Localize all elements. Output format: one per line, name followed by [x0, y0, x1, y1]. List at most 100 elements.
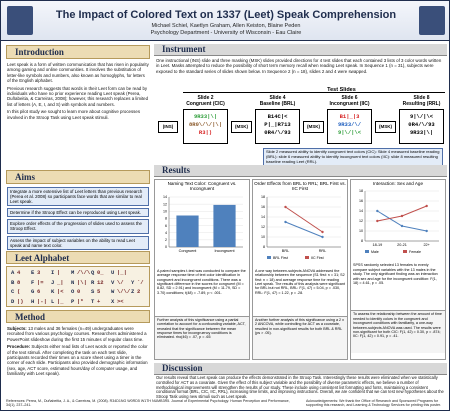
legend-swatch [403, 250, 407, 254]
section-heading: Results [154, 165, 447, 177]
chart: 8 10 12 14 16 18 BRL RRL BRL First IIC First [261, 195, 341, 260]
point [400, 225, 404, 228]
series-line [377, 205, 427, 222]
letter: O [71, 288, 75, 295]
result-caption: Further analysis of this significance us… [155, 315, 249, 359]
slide-box: B14C|< P|_|R713 0R4/\/93 [255, 109, 300, 144]
x-tick-label: RRL [319, 249, 327, 253]
letter: M [71, 269, 75, 276]
leet-symbol: 6 [37, 288, 41, 295]
leet-word: 9R33|\| [409, 129, 434, 136]
letter: Q [91, 269, 95, 276]
paragraph: Procedure: Subjects either read lists of… [7, 344, 149, 376]
letter: R [91, 278, 95, 286]
leet-symbol: + [97, 297, 101, 305]
y-tick-label: 4 [165, 231, 167, 235]
y-tick-label: 12 [163, 202, 167, 206]
slide-subtitle: Resulting (RRL) [402, 101, 441, 107]
series-line [285, 221, 323, 238]
bar [213, 204, 236, 247]
leet-symbol: |= [37, 278, 44, 286]
affiliation: Psychology Department - University of Wi… [150, 30, 302, 36]
legend-label: Female [409, 250, 421, 254]
chart-title: Order Effects from BRL to RRL; BRL First… [254, 181, 346, 192]
aim-item: Explore order effects of the progression… [7, 219, 149, 234]
letter: C [11, 288, 15, 295]
letter: Z [131, 288, 135, 295]
chart-title: Interaction: Sex and Age [372, 181, 424, 186]
letter: W [111, 288, 115, 295]
letter: T [91, 297, 95, 305]
letter: H [31, 297, 35, 305]
msk-box: (MSK) [303, 121, 324, 133]
paragraph: In this pilot study we sought to learn m… [7, 109, 141, 120]
bracket [183, 92, 445, 93]
paragraph-text: 13 males and 36 females (n=49) undergrad… [7, 326, 147, 342]
letter: E [31, 269, 35, 276]
leet-symbol: 2 [137, 288, 141, 295]
leet-symbol: 0 [77, 288, 81, 295]
section-heading: Method [6, 310, 150, 323]
y-tick-label: 10 [261, 235, 265, 239]
leet-symbol: |* [77, 297, 84, 305]
leet-symbol: 4 [17, 269, 21, 276]
bar [176, 215, 199, 247]
chart-title: Naming Text Color: Congruent vs. Incongr… [167, 181, 237, 192]
leet-word: 9R33|\| [193, 113, 218, 120]
leet-symbol: /\/\ [77, 269, 91, 276]
letter: Y [131, 278, 135, 286]
leet-word: 9R33/\/ [337, 121, 362, 128]
slide-title: Slide 2 [197, 95, 214, 101]
y-tick-label: 2 [165, 238, 167, 242]
legend-label: Male [371, 250, 379, 254]
leet-symbol: 8 [17, 278, 21, 286]
aim-item: Integrate a more extensive list of Leet … [7, 187, 149, 207]
title-bar [1, 1, 449, 41]
references: References: Perea, M., Duñabeitia, J. A.… [6, 399, 290, 408]
leet-symbol: |) [17, 297, 24, 305]
result-caption: A one way between-subjects ANOVA address… [255, 268, 345, 295]
y-tick-label: 16 [359, 200, 363, 204]
leet-symbol: _| [57, 278, 64, 286]
y-tick-label: 14 [163, 195, 167, 199]
point [284, 205, 287, 209]
leet-symbol: |_| [117, 269, 127, 276]
leet-word: P|_|R713 [264, 121, 291, 128]
section-heading: Aims [6, 170, 150, 184]
slide-box: 9R33|\| 8R0\/\/|\| R3|) [183, 109, 228, 144]
letter: I [51, 269, 55, 276]
paragraph: Previous research suggests that words in… [7, 85, 149, 107]
intro-body: Leet speak is a form of written communic… [7, 62, 149, 122]
instrument-caption: Slide 2 measured ability to identify con… [263, 148, 443, 167]
x-tick-label: Incongruent [214, 249, 235, 253]
leet-word: R3|) [198, 129, 213, 136]
paragraph: Leet speak is a form of written communic… [7, 62, 149, 83]
slide-title: Slide 4 [269, 95, 286, 101]
result-panel: Interaction: Sex and Age 8 10 12 14 16 18 18-19… [350, 179, 446, 360]
leet-symbol: 0_ [97, 269, 104, 276]
logo-left [7, 6, 33, 35]
result-caption: Another further analysis of this signifi… [253, 315, 347, 359]
logo-right [419, 6, 445, 35]
x-tick-label: 20-21 [397, 243, 407, 247]
result-caption: SPSS randomly selected 13 females to eve… [353, 263, 438, 286]
slide-subtitle: Baseline (BRL) [259, 101, 296, 107]
y-tick-label: 8 [263, 245, 265, 249]
leet-symbol: ( [17, 288, 21, 295]
leet-symbol: `/ [137, 278, 144, 286]
leet-word: 9|\/|\< [409, 113, 434, 120]
y-tick-label: 18 [261, 195, 265, 199]
alphabet-grid: A 4 E 3 I | M/\/\ Q 0_ U |_| B 8 F |= J _| N |\| R 12 V \/ Y `/ C… [6, 266, 150, 307]
leet-word: B14C|< [267, 113, 288, 120]
section-heading: Introduction [6, 45, 150, 59]
point [284, 220, 287, 224]
method-body: Subjects: 13 males and 36 females (n=49)… [7, 326, 149, 379]
letter: N [71, 278, 75, 286]
leet-word: 9|\/|\< [337, 129, 362, 136]
x-tick-label: 18-19 [372, 243, 382, 247]
letter: J [51, 278, 55, 286]
y-tick-label: 12 [261, 225, 265, 229]
point [425, 230, 428, 233]
y-tick-label: 14 [359, 210, 363, 214]
